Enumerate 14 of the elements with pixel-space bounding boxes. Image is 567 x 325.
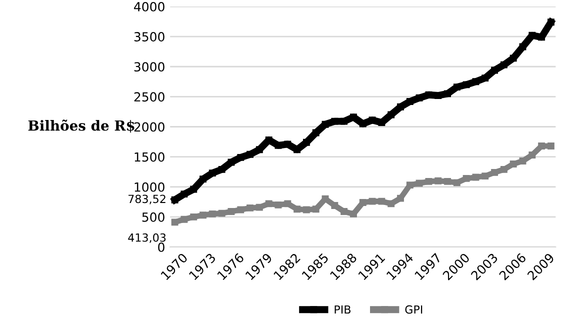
y-axis-title: Bilhões de R$: [28, 120, 134, 133]
legend-label: PIB: [334, 305, 350, 314]
y-tick-label: 3000: [134, 62, 164, 72]
y-tick-label: 1000: [134, 182, 164, 192]
legend-label: GPI: [405, 305, 422, 314]
data-label: 783,52: [128, 194, 166, 204]
data-label: 413,03: [128, 233, 166, 243]
y-tick-label: 4000: [134, 2, 164, 12]
y-tick-label: 1500: [134, 152, 164, 162]
y-tick-label: 3500: [134, 32, 164, 42]
y-tick-label: 2000: [134, 122, 164, 132]
y-tick-label: 500: [142, 212, 164, 222]
y-tick-label: 0: [158, 242, 164, 252]
y-tick-label: 2500: [134, 92, 164, 102]
